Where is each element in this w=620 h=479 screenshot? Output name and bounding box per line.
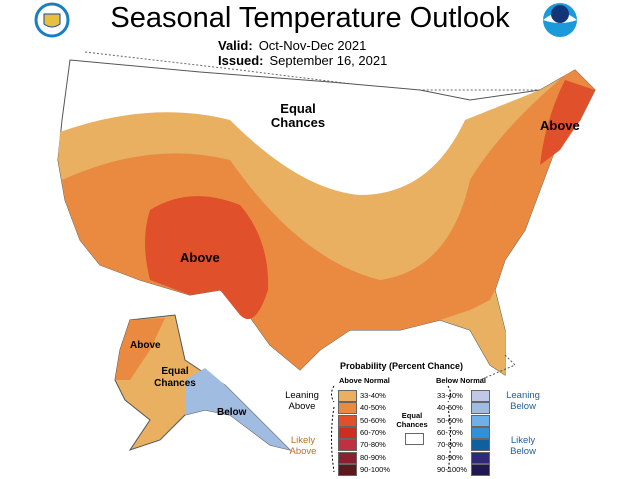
swatch-below-1 [471,402,490,415]
swatch-above-5 [338,451,357,464]
legend-range-below-0: 33-40% [437,391,463,400]
label-alaska-below: Below [217,407,247,418]
swatch-above-1 [338,402,357,415]
legend-range-below-6: 90-100% [437,464,468,474]
region-50-60-northeast [540,80,595,165]
swatch-below-5 [471,451,490,464]
noaa-logo [543,3,577,37]
legend-range-below-5: 80-90% [437,452,463,462]
swatch-below-2 [471,414,490,427]
legend-range-above-4: 70-80% [360,440,386,450]
legend-above-header: Above Normal [339,376,390,385]
legend-range-above-5: 80-90% [360,452,386,462]
swatch-above-3 [338,426,357,439]
alaska-above-region [115,318,165,380]
legend-title: Probability (Percent Chance) [340,361,464,371]
swatch-above-0 [338,390,357,402]
legend-below-header: Below Normal [436,376,487,385]
page-title: Seasonal Temperature Outlook [110,2,510,34]
likely-above-label: Likely Above [289,435,317,457]
region-40-50 [62,70,595,370]
legend-brackets [331,385,451,473]
legend-equal-chances: Equal Chances [396,411,428,429]
swatch-below-4 [471,439,490,452]
commerce-logo [34,2,70,38]
legend-range-above-0: 33-40% [360,391,386,400]
leaning-below-label: Leaning Below [506,390,540,412]
issued-line: Issued: September 16, 2021 [218,53,387,68]
swatch-above-2 [338,414,357,427]
valid-value: Oct-Nov-Dec 2021 [258,38,367,53]
border-line [84,51,560,91]
swatch-above-6 [338,463,357,476]
legend-range-above-1: 40-50% [360,403,386,413]
legend-range-below-2: 50-60% [437,415,463,425]
swatch-equal-chances [405,433,424,445]
label-alaska-equal-chances: Equal Chances [154,366,196,389]
legend-range-below-4: 70-80% [437,440,463,450]
swatch-below-3 [471,426,490,439]
label-above-northeast: Above [540,118,580,133]
legend-range-above-2: 50-60% [360,415,386,425]
swatch-above-4 [338,439,357,452]
label-alaska-above: Above [130,340,161,351]
legend-range-below-3: 60-70% [437,427,463,437]
likely-below-label: Likely Below [510,435,536,457]
issued-value: September 16, 2021 [269,53,388,68]
label-equal-chances: Equal Chances [270,101,326,130]
label-above-southwest: Above [180,250,220,265]
leaning-above-label: Leaning Above [285,390,319,412]
region-50-60-southwest [145,196,269,320]
issued-label: Issued: [218,53,264,68]
valid-label: Valid: [218,38,253,53]
valid-line: Valid: Oct-Nov-Dec 2021 [218,38,366,53]
legend-range-above-3: 60-70% [360,427,386,437]
legend-range-below-1: 40-50% [437,403,463,413]
alaska-below-region [185,368,290,450]
legend-range-above-6: 90-100% [360,464,391,474]
swatch-below-6 [471,463,490,476]
swatch-below-0 [471,390,490,402]
